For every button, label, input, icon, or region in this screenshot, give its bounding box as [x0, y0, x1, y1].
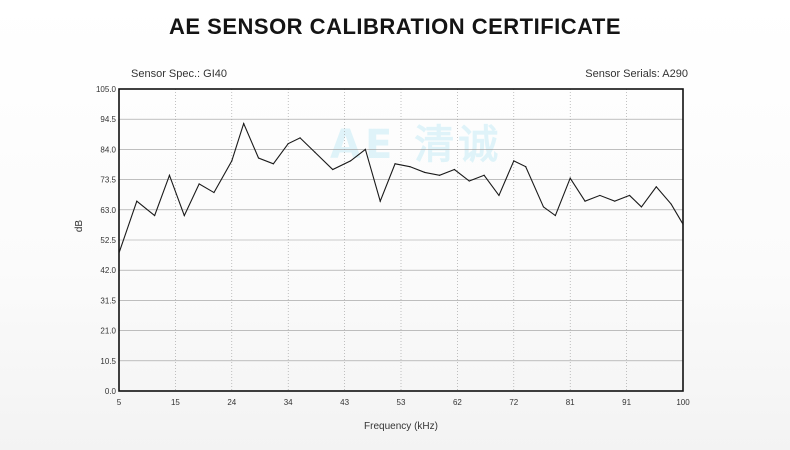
data-point — [542, 206, 545, 208]
data-point — [424, 171, 426, 174]
data-point — [299, 137, 301, 139]
data-point — [243, 122, 245, 125]
data-point — [257, 157, 260, 159]
data-point — [118, 252, 120, 254]
x-tick-label: 81 — [566, 398, 575, 407]
data-point — [183, 214, 185, 217]
x-tick-label: 53 — [397, 398, 406, 407]
data-point — [682, 223, 684, 225]
y-tick-label: 31.5 — [100, 296, 116, 305]
data-point — [231, 160, 233, 162]
x-tick-label: 24 — [227, 398, 236, 407]
data-point — [614, 200, 616, 202]
data-point — [438, 174, 441, 176]
y-tick-label: 21.0 — [100, 327, 116, 336]
data-point — [628, 194, 631, 197]
y-tick-labels: 0.0 10.5 21.0 31.5 42.0 52.5 63.0 73.5 84.0 94.5 1… — [96, 85, 117, 396]
data-point — [554, 214, 556, 217]
y-tick-label: 84.0 — [100, 145, 116, 154]
y-tick-label: 94.5 — [100, 115, 116, 124]
data-point — [364, 148, 366, 150]
x-tick-label: 5 — [117, 398, 122, 407]
series-points — [118, 122, 684, 254]
chart-grid — [119, 89, 683, 391]
x-axis-label: Frequency (kHz) — [364, 421, 438, 432]
y-tick-label: 52.5 — [100, 236, 116, 245]
x-tick-label: 100 — [676, 398, 690, 407]
x-tick-label: 43 — [340, 398, 349, 407]
data-point — [655, 186, 657, 188]
data-point — [513, 160, 515, 162]
x-tick-labels: 5 15 24 34 43 53 62 72 81 91 100 — [117, 398, 690, 407]
data-point — [136, 200, 138, 202]
data-point — [379, 200, 381, 202]
data-point — [525, 166, 527, 168]
data-point — [198, 183, 200, 185]
data-point — [332, 168, 334, 171]
y-tick-label: 0.0 — [105, 387, 117, 396]
data-point — [409, 166, 411, 168]
x-tick-label: 34 — [284, 398, 293, 407]
x-tick-label: 62 — [453, 398, 462, 407]
data-point — [349, 160, 352, 162]
data-point — [584, 200, 586, 202]
data-point — [498, 194, 500, 197]
data-point — [394, 163, 396, 165]
y-tick-label: 63.0 — [100, 206, 116, 215]
plot-frame — [118, 88, 684, 392]
data-point — [670, 203, 672, 205]
y-axis-label: dB — [74, 220, 85, 233]
y-tick-label: 105.0 — [96, 85, 117, 94]
y-tick-label: 42.0 — [100, 266, 116, 275]
certificate-title: AE SENSOR CALIBRATION CERTIFICATE — [168, 14, 622, 39]
data-point — [483, 174, 485, 176]
data-point — [213, 191, 215, 194]
data-point — [453, 168, 456, 171]
x-tick-label: 15 — [171, 398, 180, 407]
data-point — [168, 174, 171, 176]
y-tick-label: 73.5 — [100, 176, 116, 185]
data-point — [599, 194, 601, 197]
data-point — [468, 180, 470, 182]
data-point — [272, 163, 274, 165]
data-point — [640, 206, 643, 208]
data-point — [314, 151, 316, 153]
data-point — [154, 214, 156, 217]
x-tick-label: 72 — [509, 398, 518, 407]
x-tick-label: 91 — [622, 398, 631, 407]
sensor-spec-label: Sensor Spec.: GI40 — [131, 68, 227, 80]
data-point — [287, 143, 289, 145]
data-point — [569, 177, 571, 179]
y-tick-label: 10.5 — [100, 357, 116, 366]
sensor-serials-label: Sensor Serials: A290 — [585, 68, 688, 80]
